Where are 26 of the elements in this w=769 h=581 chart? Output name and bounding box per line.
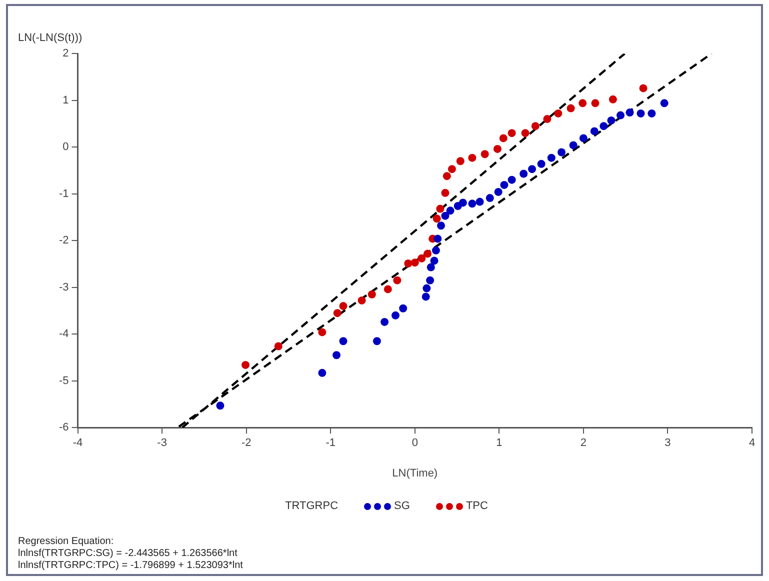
y-tick-label: -3 bbox=[59, 281, 69, 294]
legend-title: TRTGRPC bbox=[285, 500, 338, 512]
y-tick-label: 2 bbox=[62, 48, 69, 60]
y-tick-label: 1 bbox=[62, 94, 69, 106]
x-tick-label: 4 bbox=[748, 437, 756, 450]
y-tick-label: -2 bbox=[59, 234, 69, 247]
x-tick-label: -2 bbox=[241, 437, 252, 450]
y-tick-label: 0 bbox=[62, 141, 69, 154]
x-tick-label: -1 bbox=[326, 437, 336, 450]
x-tick-label: -3 bbox=[157, 437, 167, 450]
y-tick-label: -6 bbox=[59, 422, 69, 434]
x-tick-label: 3 bbox=[664, 437, 671, 450]
x-tick-label: -4 bbox=[72, 437, 83, 450]
x-tick-label: 0 bbox=[412, 437, 418, 450]
x-tick-label: 2 bbox=[580, 437, 587, 450]
text: lnlnsf(TRTGRPC:SG) = -2.443565 + 1.263566*lnt bbox=[18, 548, 238, 560]
y-tick-label: -5 bbox=[59, 374, 69, 387]
text: lnlnsf(TRTGRPC:TPC) = -1.796899 + 1.523093*lnt bbox=[18, 560, 243, 572]
x-tick-label: 1 bbox=[496, 437, 502, 450]
text: Regression Equation: bbox=[18, 536, 115, 548]
y-tick-label: -4 bbox=[59, 328, 69, 340]
legend-label: SG bbox=[394, 500, 410, 512]
y-axis-title: LN(-LN(S(t))) bbox=[18, 32, 82, 44]
legend-label: TPC bbox=[466, 500, 488, 512]
y-tick-label: -1 bbox=[59, 188, 69, 200]
x-axis-title: LN(Time) bbox=[392, 467, 438, 480]
